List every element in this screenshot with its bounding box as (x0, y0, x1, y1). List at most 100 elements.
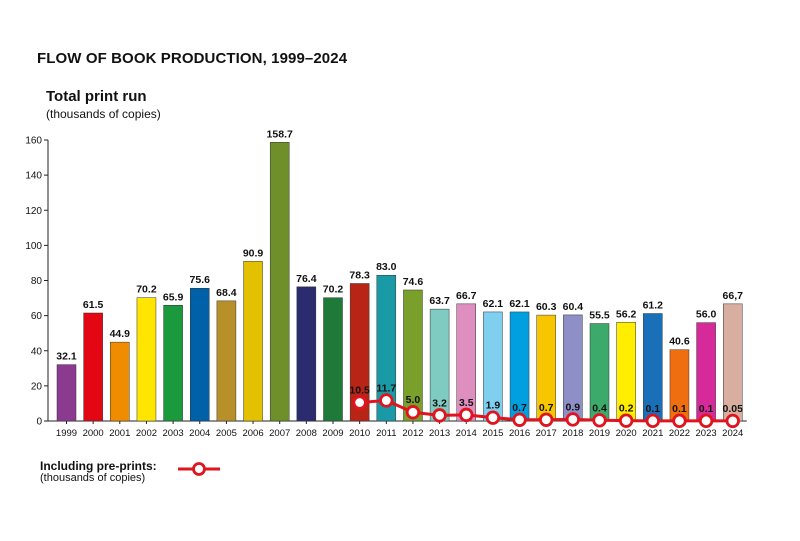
pre-prints-label: 0.1 (699, 403, 714, 415)
bar-value-label: 70.2 (323, 284, 344, 296)
x-tick-label: 2012 (402, 428, 423, 439)
y-tick-label: 140 (25, 171, 42, 182)
bar-value-label: 60.3 (536, 301, 557, 313)
bar-2012 (403, 289, 423, 422)
pre-prints-point (672, 413, 687, 429)
pre-prints-point (618, 413, 634, 428)
x-tick-label: 2024 (722, 428, 743, 439)
bar-2004 (190, 287, 210, 422)
bar-value-label: 44.9 (110, 328, 131, 340)
pre-prints-point (565, 412, 581, 427)
legend-line-marker (178, 462, 220, 476)
x-tick-label: 2009 (322, 428, 343, 439)
legend: Including pre-prints: (thousands of copi… (40, 457, 220, 484)
y-tick-label: 80 (31, 276, 43, 287)
bar-value-label: 62.1 (509, 298, 530, 310)
pre-prints-label: 0.05 (723, 403, 744, 415)
pre-prints-label: 1.9 (486, 400, 501, 412)
bar-value-label: 83.0 (376, 261, 397, 273)
pre-prints-label: 3.5 (459, 397, 474, 409)
y-axis-unit: (thousands of copies) (46, 107, 161, 121)
x-tick-label: 2004 (189, 428, 210, 439)
bar-value-label: 63.7 (429, 295, 450, 307)
bar-value-label: 66.7 (456, 290, 477, 302)
x-tick-label: 2003 (163, 428, 184, 439)
x-tick-label: 2006 (242, 428, 263, 439)
x-tick-label: 2000 (83, 428, 104, 439)
bar-value-label: 90.9 (243, 247, 264, 259)
pre-prints-label: 0.1 (645, 403, 660, 415)
x-tick-label: 2022 (669, 428, 690, 439)
y-tick-label: 40 (31, 346, 43, 357)
bar-value-label: 62.1 (483, 298, 504, 310)
x-tick-label: 2019 (589, 428, 610, 439)
pre-prints-point (698, 413, 714, 429)
bar-2008 (296, 286, 317, 422)
pre-prints-label: 5.0 (406, 394, 421, 406)
bar-2003 (163, 305, 183, 422)
pre-prints-point (539, 412, 554, 427)
legend-unit: (thousands of copies) (40, 472, 146, 484)
chart-title: FLOW OF BOOK PRODUCTION, 1999–2024 (37, 50, 348, 67)
pre-prints-label: 0.2 (619, 403, 634, 415)
pre-prints-label: 0.9 (566, 401, 581, 413)
bar-2000 (83, 312, 103, 422)
x-tick-label: 2011 (376, 428, 396, 439)
bar-value-label: 75.6 (190, 274, 211, 286)
bar-2011 (376, 274, 397, 422)
pre-prints-label: 11.7 (376, 382, 396, 394)
pre-prints-point (459, 407, 474, 423)
legend-label: Including pre-prints: (40, 459, 157, 473)
pre-prints-label: 0.7 (539, 402, 554, 414)
x-tick-label: 2023 (696, 428, 717, 439)
bar-value-label: 61.2 (643, 300, 664, 312)
y-tick-label: 20 (31, 381, 43, 392)
y-tick-label: 60 (31, 311, 43, 322)
bar-2006 (243, 261, 263, 422)
pre-prints-point (405, 405, 421, 420)
bar-value-label: 40.6 (669, 336, 690, 348)
bar-2007 (269, 142, 290, 422)
pre-prints-point (485, 410, 501, 425)
pre-prints-point (725, 413, 740, 429)
pre-prints-label: 0.4 (592, 402, 607, 414)
x-tick-label: 2008 (296, 428, 317, 439)
x-tick-label: 2005 (216, 428, 237, 439)
x-tick-label: 2002 (136, 428, 157, 439)
pre-prints-label: 10.5 (349, 385, 370, 397)
bar-value-label: 56.0 (696, 309, 717, 321)
bar-value-label: 68.4 (216, 287, 237, 299)
bar-2001 (110, 341, 130, 422)
pre-prints-label: 0.7 (512, 402, 527, 414)
bar-value-label: 78.3 (349, 269, 370, 281)
bar-value-label: 70.2 (136, 284, 157, 296)
x-tick-label: 1999 (56, 428, 77, 439)
bar-value-label: 32.1 (56, 351, 77, 363)
y-tick-label: 120 (25, 206, 42, 217)
bar-value-label: 65.9 (163, 291, 184, 303)
x-tick-label: 2016 (509, 428, 530, 439)
x-tick-label: 2017 (536, 428, 557, 439)
x-tick-label: 2015 (482, 428, 503, 439)
pre-prints-point (645, 413, 661, 429)
y-tick-label: 0 (36, 417, 42, 428)
pre-prints-label: 0.1 (672, 403, 687, 415)
bar-value-label: 60.4 (563, 301, 584, 313)
x-tick-label: 2014 (456, 428, 477, 439)
y-axis-label: Total print run (46, 88, 147, 105)
x-tick-label: 2018 (562, 428, 583, 439)
pre-prints-point (592, 413, 607, 428)
y-tick-label: 160 (25, 136, 42, 147)
axis-layer: 0 20 40 60 80 100 120 140 160 1999 2000 2001 2002 200… (25, 136, 747, 439)
x-tick-label: 2001 (109, 428, 130, 439)
pre-prints-point (512, 412, 527, 427)
bar-layer: 32.1 61.5 44.9 70.2 65.9 75.6 68.4 90.9 158.7 76.… (56, 128, 743, 422)
x-tick-label: 2021 (642, 428, 663, 439)
line-layer: 10.5 11.7 5.0 3.2 3.5 1.9 0.7 0.7 0.9 0.4 0.2 0.1 0.… (349, 382, 744, 429)
bar-1999 (56, 364, 77, 422)
bar-2005 (216, 300, 237, 422)
x-tick-label: 2020 (616, 428, 637, 439)
y-tick-label: 100 (25, 241, 42, 252)
bar-2002 (136, 297, 157, 422)
